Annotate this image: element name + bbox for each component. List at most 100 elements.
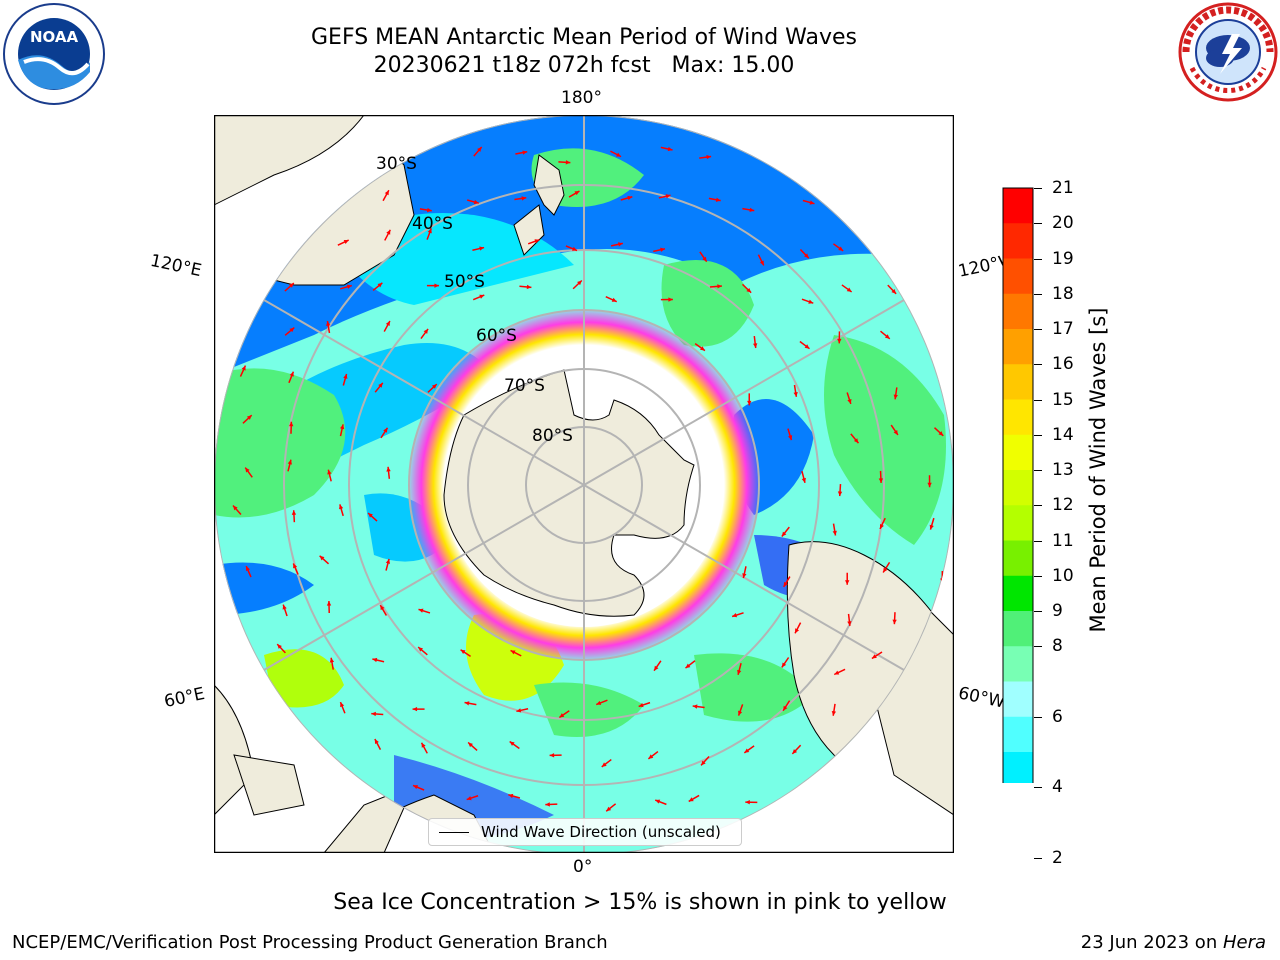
colorbar-bin — [1003, 329, 1033, 365]
wind-wave-arrow-head — [423, 328, 429, 334]
wind-wave-arrow-head — [372, 657, 378, 663]
colorbar-tick-label: 9 — [1052, 601, 1063, 621]
wind-wave-arrow-head — [685, 663, 691, 669]
wind-wave-arrow-head — [938, 431, 944, 436]
legend-line-symbol — [439, 831, 469, 833]
colorbar-tick-mark — [1034, 399, 1042, 401]
colorbar-tick-mark — [1034, 434, 1042, 436]
credit-producer: NCEP/EMC/Verification Post Processing Pr… — [12, 932, 608, 953]
wind-wave-arrow-head — [340, 424, 345, 430]
colorbar-tick-label: 17 — [1052, 319, 1074, 339]
wind-wave-arrow-head — [845, 580, 850, 585]
wind-wave-arrow-head — [288, 283, 294, 288]
wind-wave-arrow-head — [509, 741, 515, 746]
colorbar-tick-label: 6 — [1052, 706, 1063, 727]
wind-wave-arrow-head — [245, 566, 250, 572]
wind-wave-arrow-head — [319, 555, 325, 561]
colorbar-tick-mark — [1034, 575, 1042, 577]
colorbar-bin — [1003, 752, 1033, 783]
wind-wave-arrows — [232, 146, 945, 812]
colorbar-bin — [1003, 434, 1033, 471]
colorbar-bin — [1003, 716, 1033, 753]
wind-wave-arrow-head — [346, 284, 352, 289]
wind-wave-arrow-head — [479, 294, 485, 299]
colorbar-tick-mark — [1034, 857, 1042, 859]
wind-wave-arrow-head — [883, 567, 888, 573]
wind-wave-arrow-head — [742, 573, 747, 579]
wind-wave-arrow-head — [871, 654, 877, 659]
wind-wave-arrow-head — [893, 430, 898, 435]
wind-wave-arrow-head — [246, 415, 252, 420]
colorbar-tick-label: 8 — [1052, 636, 1063, 657]
wind-wave-arrow-head — [692, 704, 698, 709]
wind-wave-arrow-head — [291, 510, 297, 515]
wind-wave-arrow-head — [838, 246, 844, 251]
wind-wave-arrow-head — [380, 605, 385, 611]
latitude-labels: 30°S 40°S 50°S 60°S 70°S 80°S — [376, 154, 573, 446]
lon-label-180: 180° — [561, 88, 602, 108]
wind-wave-arrow-head — [804, 344, 810, 349]
wind-wave-arrow-head — [788, 435, 793, 441]
wind-wave-arrow-head — [516, 708, 522, 713]
wind-wave-arrow-head — [427, 228, 432, 234]
wind-wave-arrow-head — [847, 621, 852, 626]
wind-wave-arrow-head — [508, 793, 514, 799]
wind-wave-arrow-head — [753, 343, 758, 348]
colorbar-bin — [1003, 399, 1033, 436]
wind-wave-arrow-head — [667, 146, 673, 152]
wind-wave-arrow-head — [534, 239, 540, 244]
sea-ice-note: Sea Ice Concentration > 15% is shown in … — [333, 890, 947, 915]
colorbar-tick-mark — [1034, 646, 1042, 648]
polar-map: 30°S 40°S 50°S 60°S 70°S 80°S — [214, 115, 954, 853]
wind-wave-arrow-head — [745, 800, 750, 805]
wind-wave-arrow-head — [340, 702, 345, 708]
wind-wave-arrow-head — [412, 706, 418, 712]
wind-wave-arrow-head — [793, 392, 798, 397]
wind-wave-arrow-head — [616, 152, 622, 157]
wind-wave-arrow-head — [665, 194, 671, 199]
lat-label-40s: 40°S — [412, 214, 453, 234]
wind-wave-arrow-head — [717, 284, 722, 289]
colorbar-tick-label: 18 — [1052, 283, 1074, 304]
wind-wave-arrow-head — [386, 229, 391, 235]
wind-wave-arrow-head — [611, 297, 617, 302]
wind-wave-arrow-head — [326, 321, 331, 326]
colorbar-tick-label: 2 — [1052, 847, 1063, 868]
credit-machine: Hera — [1222, 932, 1266, 953]
colorbar — [1002, 187, 1034, 783]
wind-wave-arrow-head — [837, 338, 842, 344]
wind-wave-arrow-head — [368, 513, 373, 518]
wind-wave-arrow-head — [808, 299, 814, 304]
wind-wave-arrow-head — [601, 762, 607, 767]
wind-wave-arrow-head — [343, 240, 349, 244]
lat-label-50s: 50°S — [444, 272, 485, 292]
colorbar-tick-label: 10 — [1052, 565, 1074, 586]
lat-label-70s: 70°S — [504, 376, 545, 396]
colorbar-tick-label: 20 — [1052, 213, 1074, 234]
wind-wave-arrow-head — [831, 710, 837, 716]
wind-wave-arrow-head — [738, 710, 743, 716]
map-legend: Wind Wave Direction (unscaled) — [428, 818, 742, 846]
wind-wave-arrow-head — [426, 207, 432, 213]
legend-label: Wind Wave Direction (unscaled) — [481, 823, 721, 841]
wind-wave-arrow-head — [648, 754, 654, 759]
colorbar-bin — [1003, 223, 1033, 259]
wind-wave-arrow-head — [431, 384, 437, 389]
colorbar-tick-mark — [1034, 540, 1042, 542]
colorbar-tick-label: 13 — [1052, 460, 1074, 480]
colorbar-bin — [1003, 611, 1033, 647]
wind-wave-arrow-head — [464, 701, 470, 706]
wind-wave-arrow-head — [781, 662, 787, 668]
wind-wave-arrow-head — [781, 531, 787, 537]
wind-wave-arrow-head — [891, 289, 897, 294]
wind-wave-arrow-head — [477, 146, 482, 152]
wind-wave-arrow-head — [565, 160, 571, 165]
wind-wave-arrow-head — [386, 466, 391, 472]
map-border — [214, 115, 954, 853]
colorbar-bin — [1003, 540, 1033, 577]
wind-wave-arrow-head — [832, 530, 837, 536]
wind-wave-arrow-head — [809, 200, 815, 205]
credit-date-machine: 23 Jun 2023 on Hera — [1081, 932, 1266, 953]
wind-wave-arrow-head — [749, 207, 755, 213]
wind-wave-arrow-head — [804, 253, 809, 259]
